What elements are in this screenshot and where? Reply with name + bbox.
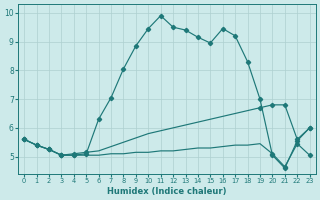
X-axis label: Humidex (Indice chaleur): Humidex (Indice chaleur) bbox=[107, 187, 227, 196]
